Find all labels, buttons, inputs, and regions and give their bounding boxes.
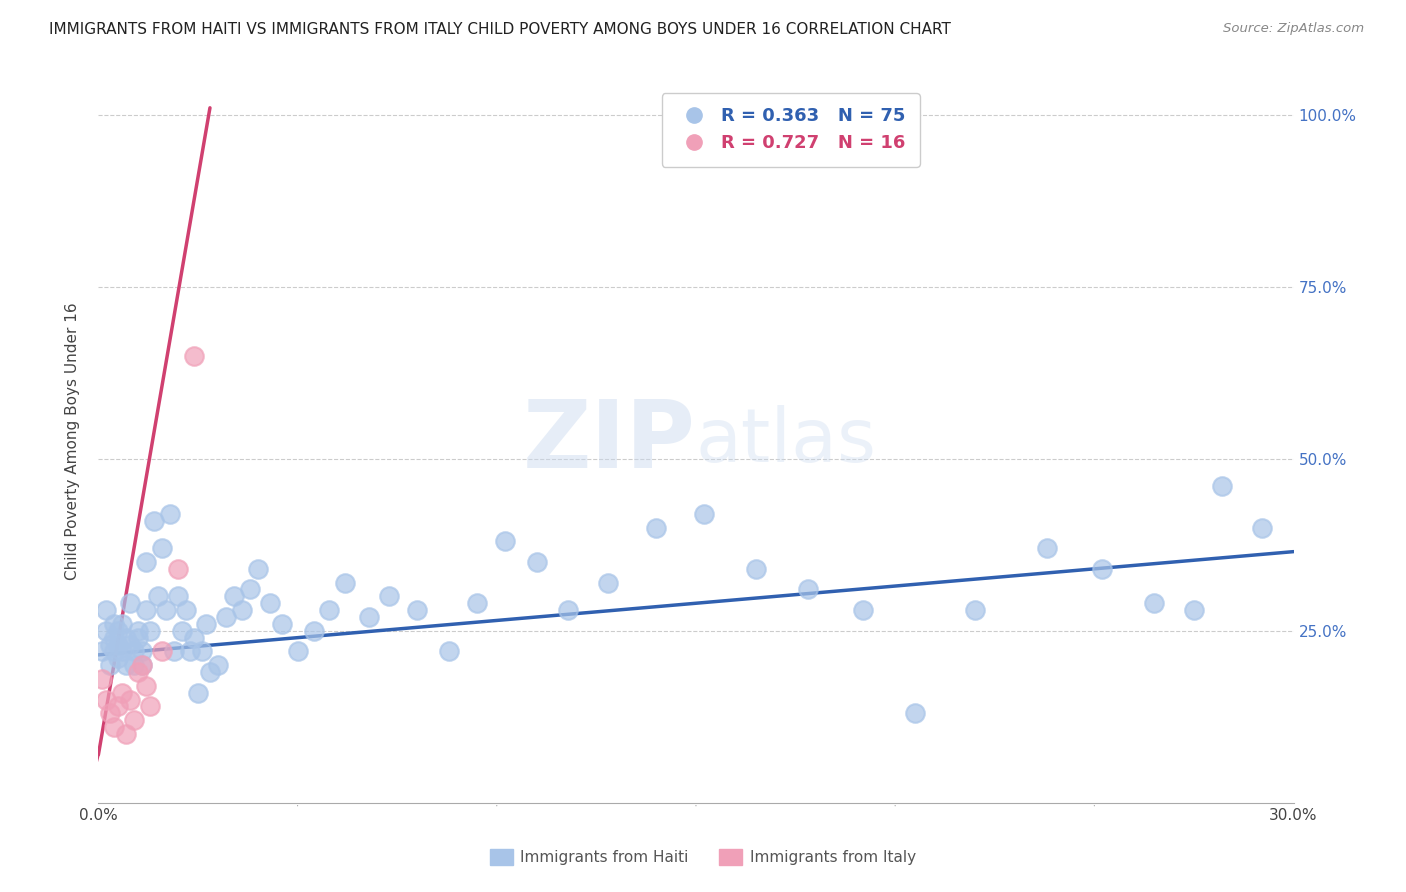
Point (131, 658, 153, 673)
Point (796, 582, 818, 597)
Point (187, 686, 209, 700)
Point (494, 534, 516, 549)
Point (259, 596, 281, 610)
Point (378, 590, 401, 604)
Point (127, 665, 149, 679)
Point (111, 644, 134, 658)
Point (207, 658, 229, 673)
Point (115, 658, 138, 673)
Point (135, 679, 157, 693)
Point (359, 610, 381, 624)
Point (98, 638, 122, 652)
Point (1091, 562, 1114, 576)
Point (183, 631, 205, 645)
Point (172, 624, 194, 638)
Point (163, 644, 186, 658)
Point (406, 603, 429, 617)
Point (107, 624, 129, 638)
Point (195, 616, 218, 631)
Point (437, 644, 460, 658)
Point (103, 644, 125, 658)
Point (115, 631, 138, 645)
Point (107, 638, 129, 652)
Point (91, 672, 114, 686)
Text: atlas: atlas (696, 405, 877, 478)
Point (139, 624, 162, 638)
Point (183, 349, 205, 363)
Point (91, 644, 114, 658)
Point (96, 624, 118, 638)
Point (143, 514, 166, 528)
Point (131, 644, 153, 658)
Point (239, 582, 262, 597)
Point (963, 603, 986, 617)
Legend: Immigrants from Haiti, Immigrants from Italy: Immigrants from Haiti, Immigrants from I… (484, 843, 922, 871)
Text: Source: ZipAtlas.com: Source: ZipAtlas.com (1223, 22, 1364, 36)
Point (904, 706, 927, 721)
Point (135, 555, 157, 569)
Point (852, 603, 875, 617)
Point (598, 575, 620, 590)
Point (127, 631, 149, 645)
Point (191, 644, 214, 658)
Point (246, 562, 269, 576)
Point (96, 692, 118, 706)
Point (103, 616, 125, 631)
Point (150, 541, 173, 556)
Point (107, 699, 129, 714)
Y-axis label: Child Poverty Among Boys Under 16: Child Poverty Among Boys Under 16 (65, 302, 80, 581)
Point (111, 686, 134, 700)
Point (287, 644, 309, 658)
Point (135, 603, 157, 617)
Point (179, 644, 201, 658)
Point (167, 590, 190, 604)
Point (111, 616, 134, 631)
Point (103, 631, 125, 645)
Point (222, 590, 245, 604)
Point (174, 603, 197, 617)
Point (120, 638, 142, 652)
Point (124, 658, 146, 673)
Point (1035, 541, 1057, 556)
Point (115, 727, 138, 741)
Point (148, 590, 170, 604)
Point (1211, 479, 1233, 493)
Point (103, 720, 125, 734)
Point (231, 603, 253, 617)
Point (270, 616, 292, 631)
Point (127, 624, 149, 638)
Point (131, 658, 153, 673)
Point (139, 699, 162, 714)
Point (155, 603, 177, 617)
Point (124, 713, 146, 727)
Point (302, 624, 325, 638)
Point (745, 562, 768, 576)
Text: IMMIGRANTS FROM HAITI VS IMMIGRANTS FROM ITALY CHILD POVERTY AMONG BOYS UNDER 16: IMMIGRANTS FROM HAITI VS IMMIGRANTS FROM… (49, 22, 950, 37)
Point (1250, 520, 1272, 534)
Point (215, 610, 238, 624)
Point (150, 644, 173, 658)
Point (107, 651, 129, 665)
Point (120, 596, 142, 610)
Point (96, 603, 118, 617)
Point (318, 603, 340, 617)
Point (124, 644, 146, 658)
Point (167, 562, 190, 576)
Point (526, 555, 548, 569)
Point (1182, 603, 1205, 617)
Point (98, 658, 122, 673)
Point (198, 665, 221, 679)
Point (465, 596, 488, 610)
Legend: R = 0.363   N = 75, R = 0.727   N = 16: R = 0.363 N = 75, R = 0.727 N = 16 (662, 93, 920, 167)
Point (335, 575, 357, 590)
Point (557, 603, 579, 617)
Point (98, 706, 122, 721)
Point (693, 507, 716, 521)
Text: ZIP: ZIP (523, 395, 696, 488)
Point (1143, 596, 1166, 610)
Point (120, 692, 142, 706)
Point (645, 520, 668, 534)
Point (159, 507, 181, 521)
